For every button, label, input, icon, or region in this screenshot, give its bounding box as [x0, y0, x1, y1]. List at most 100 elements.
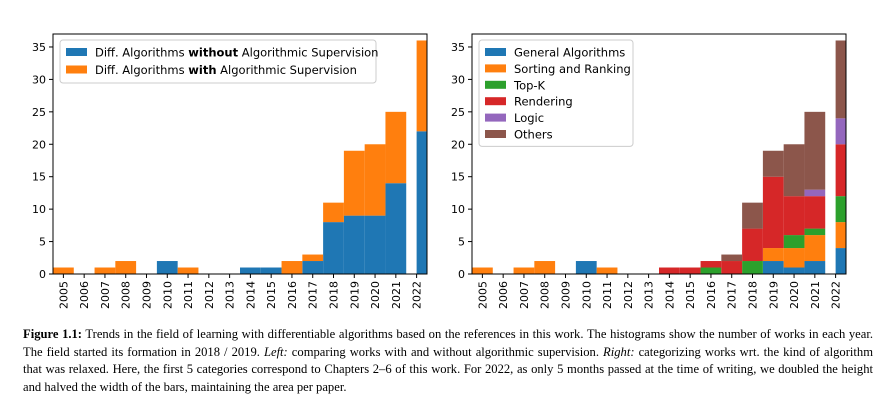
bar-series2-2008 — [115, 261, 137, 274]
bar-series2-2021 — [385, 111, 407, 184]
x-tick-label-2006: 2006 — [78, 281, 91, 309]
x-tick-label-2016: 2016 — [286, 281, 299, 309]
legend-swatch-2 — [66, 65, 87, 74]
legend-label-1: General Algorithms — [514, 46, 625, 60]
legend-label-1: Diff. Algorithms without Algorithmic Sup… — [95, 46, 378, 60]
bar-series2-2011 — [177, 267, 199, 274]
bar-series1-2014 — [240, 267, 261, 274]
chart-panel-2: 0 5 10 15 20 25 30 35 2005 2006 2007 2008 2009 2010 20… — [451, 33, 847, 309]
x-tick-label-2014: 2014 — [663, 281, 676, 309]
x-tick-label-2011: 2011 — [601, 281, 614, 309]
legend-label-2: Sorting and Ranking — [514, 62, 631, 76]
x-tick-label-2013: 2013 — [643, 281, 656, 309]
x-tick-label-2013: 2013 — [224, 281, 237, 309]
legend-swatch-5 — [485, 113, 506, 122]
bar-series6-2020 — [783, 144, 805, 197]
y-tick-label-25: 25 — [32, 106, 46, 119]
x-tick-label-2015: 2015 — [265, 281, 278, 309]
x-tick-label-2011: 2011 — [182, 281, 195, 309]
bar-series1-2020 — [783, 267, 805, 274]
caption-text-1: Trends in the field of learning with dif… — [23, 327, 873, 359]
bar-series4-2022 — [835, 144, 846, 197]
legend-box — [478, 39, 634, 147]
y-tick-label-5: 5 — [39, 236, 46, 249]
bar-series3-2016 — [700, 267, 722, 274]
bar-series3-2021 — [804, 228, 826, 236]
bar-series3-2020 — [783, 235, 805, 249]
caption-text-3: categorizing works wrt. the kind of algo… — [23, 344, 873, 394]
legend-label-5: Logic — [514, 111, 544, 125]
y-tick-label-0: 0 — [39, 268, 46, 281]
legend-swatch-3 — [485, 80, 506, 89]
figure-caption: Figure 1.1: Trends in the field of learn… — [23, 326, 873, 396]
bar-series2-2005 — [53, 267, 74, 274]
bar-series2-2020 — [783, 248, 805, 268]
bar-series2-2007 — [513, 267, 535, 274]
bar-series2-2008 — [534, 261, 556, 274]
bar-series6-2022 — [835, 40, 846, 119]
x-tick-label-2012: 2012 — [203, 281, 216, 309]
bar-series2-2019 — [343, 150, 365, 216]
y-tick-label-35: 35 — [32, 41, 46, 54]
y-tick-label-0: 0 — [458, 268, 465, 281]
y-tick-label-35: 35 — [451, 41, 465, 54]
caption-label: Figure 1.1: — [23, 327, 82, 341]
bar-series2-2016 — [281, 261, 303, 274]
legend-label-6: Others — [514, 128, 553, 142]
plot-frame — [471, 33, 847, 275]
bar-series6-2021 — [804, 111, 826, 190]
x-tick-label-2019: 2019 — [348, 281, 361, 309]
y-tick-label-30: 30 — [451, 73, 465, 86]
bar-series5-2022 — [835, 118, 846, 145]
x-tick-label-2015: 2015 — [684, 281, 697, 309]
bar-series4-2020 — [783, 196, 805, 236]
bar-series6-2018 — [742, 202, 763, 229]
caption-text-2: comparing works with and without algorit… — [287, 344, 604, 359]
x-tick-label-2007: 2007 — [518, 281, 531, 309]
y-tick-label-15: 15 — [32, 171, 46, 184]
bar-series2-2017 — [302, 254, 324, 262]
x-tick-label-2018: 2018 — [328, 281, 341, 309]
bar-series1-2019 — [762, 261, 784, 274]
x-tick-label-2022: 2022 — [411, 281, 424, 309]
y-tick-label-20: 20 — [32, 138, 46, 151]
bar-series2-2022 — [416, 40, 427, 132]
y-tick-label-10: 10 — [451, 203, 465, 216]
bar-series4-2019 — [762, 176, 784, 249]
bar-series2-2021 — [804, 235, 826, 262]
bar-series1-2021 — [385, 183, 407, 274]
bar-series4-2017 — [721, 261, 743, 274]
legend-label-2: Diff. Algorithms with Algorithmic Superv… — [95, 63, 357, 77]
bar-series2-2018 — [323, 202, 344, 223]
caption-right-label: Right: — [603, 344, 635, 359]
bar-series1-2010 — [156, 261, 178, 274]
x-tick-label-2021: 2021 — [809, 281, 822, 309]
x-tick-label-2020: 2020 — [788, 281, 801, 309]
bar-series6-2019 — [762, 150, 784, 177]
x-tick-label-2014: 2014 — [244, 281, 257, 309]
legend-swatch-1 — [485, 48, 506, 56]
bar-series4-2014 — [659, 267, 680, 274]
bar-series4-2021 — [804, 196, 826, 229]
bar-series4-2015 — [679, 267, 701, 274]
y-tick-label-30: 30 — [32, 73, 46, 86]
bar-series4-2016 — [700, 261, 722, 268]
legend-box — [59, 39, 377, 84]
legend-swatch-1 — [66, 48, 87, 56]
bar-series1-2021 — [804, 261, 826, 274]
x-tick-label-2017: 2017 — [726, 281, 739, 309]
x-tick-label-2008: 2008 — [120, 281, 133, 309]
bar-series2-2007 — [94, 267, 116, 274]
bar-series6-2017 — [721, 254, 743, 262]
legend-swatch-6 — [485, 130, 506, 138]
legend-swatch-2 — [485, 64, 506, 73]
legend-label-3: Top-K — [513, 78, 546, 92]
bar-series2-2019 — [762, 248, 784, 262]
legend-label-4: Rendering — [514, 95, 573, 109]
x-tick-label-2019: 2019 — [767, 281, 780, 309]
x-tick-label-2020: 2020 — [369, 281, 382, 309]
x-tick-label-2007: 2007 — [99, 281, 112, 309]
bar-series3-2018 — [742, 261, 763, 274]
